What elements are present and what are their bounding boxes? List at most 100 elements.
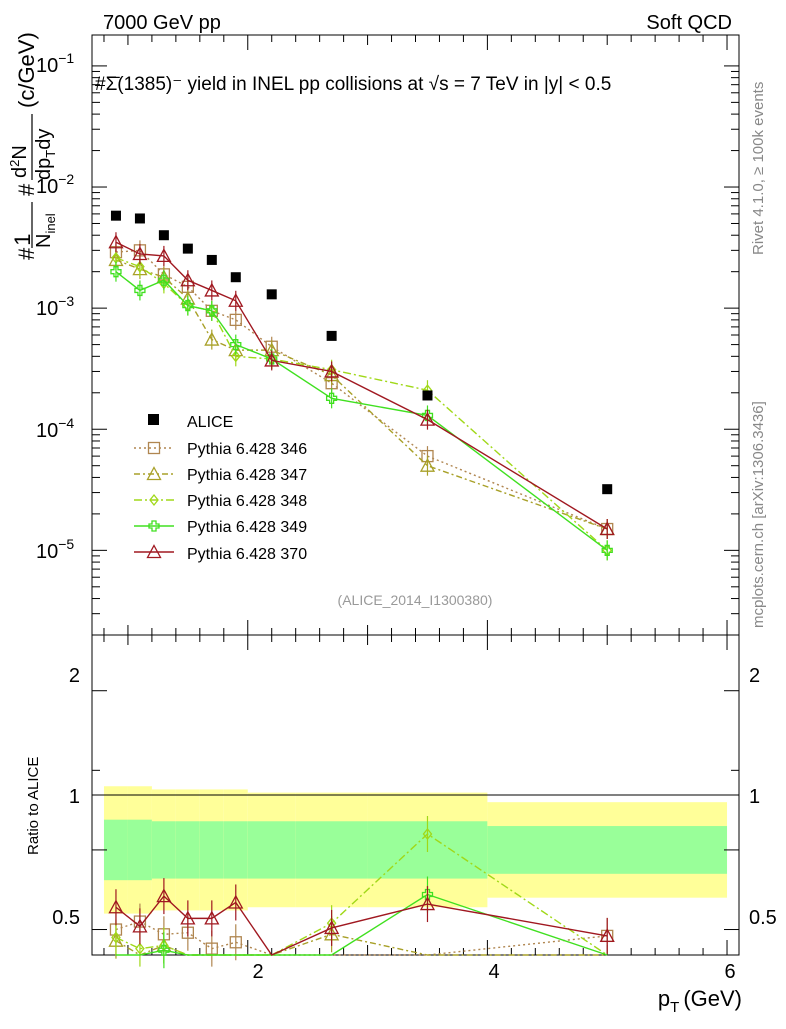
series-point-370: [180, 272, 196, 287]
svg-text:#: #: [14, 183, 39, 196]
legend-marker-370: [146, 544, 162, 559]
y-axis-label: #1 Ninel # d2N dpTdy (c/GeV): [7, 32, 58, 260]
series-point-349: [134, 284, 146, 297]
ratio-tick-2-left: 2: [69, 665, 80, 687]
alice-point: [182, 243, 193, 254]
svg-text:dpTdy: dpTdy: [33, 129, 58, 180]
series-point-349: [601, 544, 613, 556]
series-line-348: [115, 257, 608, 551]
series-line-346: [115, 249, 608, 530]
alice-point: [602, 484, 613, 495]
alice-point: [326, 330, 337, 341]
legend-label-alice: ALICE: [187, 414, 233, 431]
legend-marker-348: [149, 493, 159, 507]
series-point-346: [229, 313, 242, 327]
legend-label-347: Pythia 6.428 347: [187, 467, 307, 484]
ratio-bands: [103, 786, 728, 914]
ratio-tick-1-left: 1: [69, 786, 80, 808]
series-point-370: [599, 521, 615, 536]
ratio-point-370: [599, 928, 615, 943]
ratio-band-stat: [151, 821, 176, 879]
series-point-370: [204, 282, 220, 297]
svg-text:10−3: 10−3: [36, 293, 74, 320]
ratio-band-stat: [103, 819, 128, 881]
legend-label-370: Pythia 6.428 370: [187, 546, 307, 563]
header-left: 7000 GeV pp: [103, 12, 221, 34]
ratio-point-370: [108, 899, 124, 914]
alice-point: [134, 213, 145, 224]
svg-text:10−5: 10−5: [36, 536, 74, 563]
ytick-label-4: 10−4: [36, 415, 74, 442]
ratio-band-stat: [295, 821, 368, 879]
series-point-347: [204, 331, 220, 346]
plot-title: #Σ̄(1385)⁻ yield in INEL pp collisions a…: [95, 74, 611, 95]
legend-marker-346: [147, 441, 161, 455]
svg-text:10−2: 10−2: [36, 171, 74, 198]
series-line-349: [115, 271, 608, 551]
ratio-band-stat: [223, 821, 248, 879]
series-point-349: [325, 392, 338, 404]
ratio-point-348: [422, 827, 433, 841]
alice-point: [266, 289, 277, 300]
rivet-label: Rivet 4.1.0, ≥ 100k events: [750, 82, 767, 255]
series-point-349: [158, 274, 170, 286]
alice-point: [158, 230, 169, 241]
series-point-347: [419, 457, 436, 472]
ratio-tick-05-left: 0.5: [52, 907, 80, 929]
ratio-tick-2-right: 2: [749, 665, 760, 687]
legend-marker-349: [148, 520, 160, 532]
mcplots-label: mcplots.cern.ch [arXiv:1306.3436]: [750, 401, 767, 628]
ytick-label-5: 10−5: [36, 536, 74, 563]
x-axis-label: pT (GeV): [658, 986, 742, 1016]
legend-label-346: Pythia 6.428 346: [187, 441, 307, 458]
header-right: Soft QCD: [646, 12, 732, 34]
series-line-347: [115, 259, 608, 530]
legend-marker-alice: [148, 414, 159, 425]
series-point-370: [132, 246, 148, 261]
alice-point: [206, 254, 217, 265]
ratio-band-stat: [127, 819, 152, 881]
series-point-349: [110, 266, 122, 278]
axis-ticks: [92, 35, 739, 955]
legend: ALICE Pythia 6.428 346 Pythia 6.428 347 …: [134, 414, 307, 563]
ratio-point-349: [421, 888, 434, 901]
ratio-point-348: [111, 931, 121, 944]
ratio-point-370: [180, 910, 196, 925]
svg-text:d2N: d2N: [7, 145, 31, 178]
ratio-point-370: [204, 910, 220, 925]
ratio-band-stat: [175, 821, 200, 879]
svg-text:Ninel: Ninel: [33, 213, 58, 248]
ytick-label-2: 10−2: [36, 171, 74, 198]
ratio-point-370: [132, 918, 148, 933]
series-point-348: [135, 260, 145, 273]
ratio-tick-05-right: 0.5: [749, 907, 777, 929]
ratio-band-stat: [247, 821, 296, 879]
xtick-label-4: 4: [488, 961, 499, 983]
ratio-point-370: [228, 894, 244, 909]
ratio-line-346: [115, 920, 608, 956]
series-line-370: [115, 241, 608, 530]
series-point-349: [206, 305, 218, 317]
legend-marker-347: [146, 466, 162, 481]
legend-label-349: Pythia 6.428 349: [187, 519, 307, 536]
svg-text:#1: #1: [10, 234, 39, 261]
analysis-watermark: (ALICE_2014_I1300380): [338, 592, 493, 608]
ytick-label-3: 10−3: [36, 293, 74, 320]
svg-text:10−1: 10−1: [36, 50, 74, 77]
mc-series-main: [108, 232, 615, 561]
mc-series-ratio: [108, 816, 615, 969]
ratio-line-347: [115, 933, 608, 956]
series-point-349: [230, 338, 242, 351]
xtick-label-6: 6: [724, 961, 735, 983]
ratio-point-348: [135, 942, 145, 955]
series-point-370: [108, 234, 124, 249]
alice-point: [230, 272, 241, 283]
series-point-370: [264, 352, 280, 367]
ratio-point-370: [324, 920, 340, 935]
ytick-label-1: 10−1: [36, 50, 74, 77]
ratio-tick-1-right: 1: [749, 786, 760, 808]
svg-text:(c/GeV): (c/GeV): [14, 32, 39, 108]
ratio-point-346: [205, 942, 218, 955]
